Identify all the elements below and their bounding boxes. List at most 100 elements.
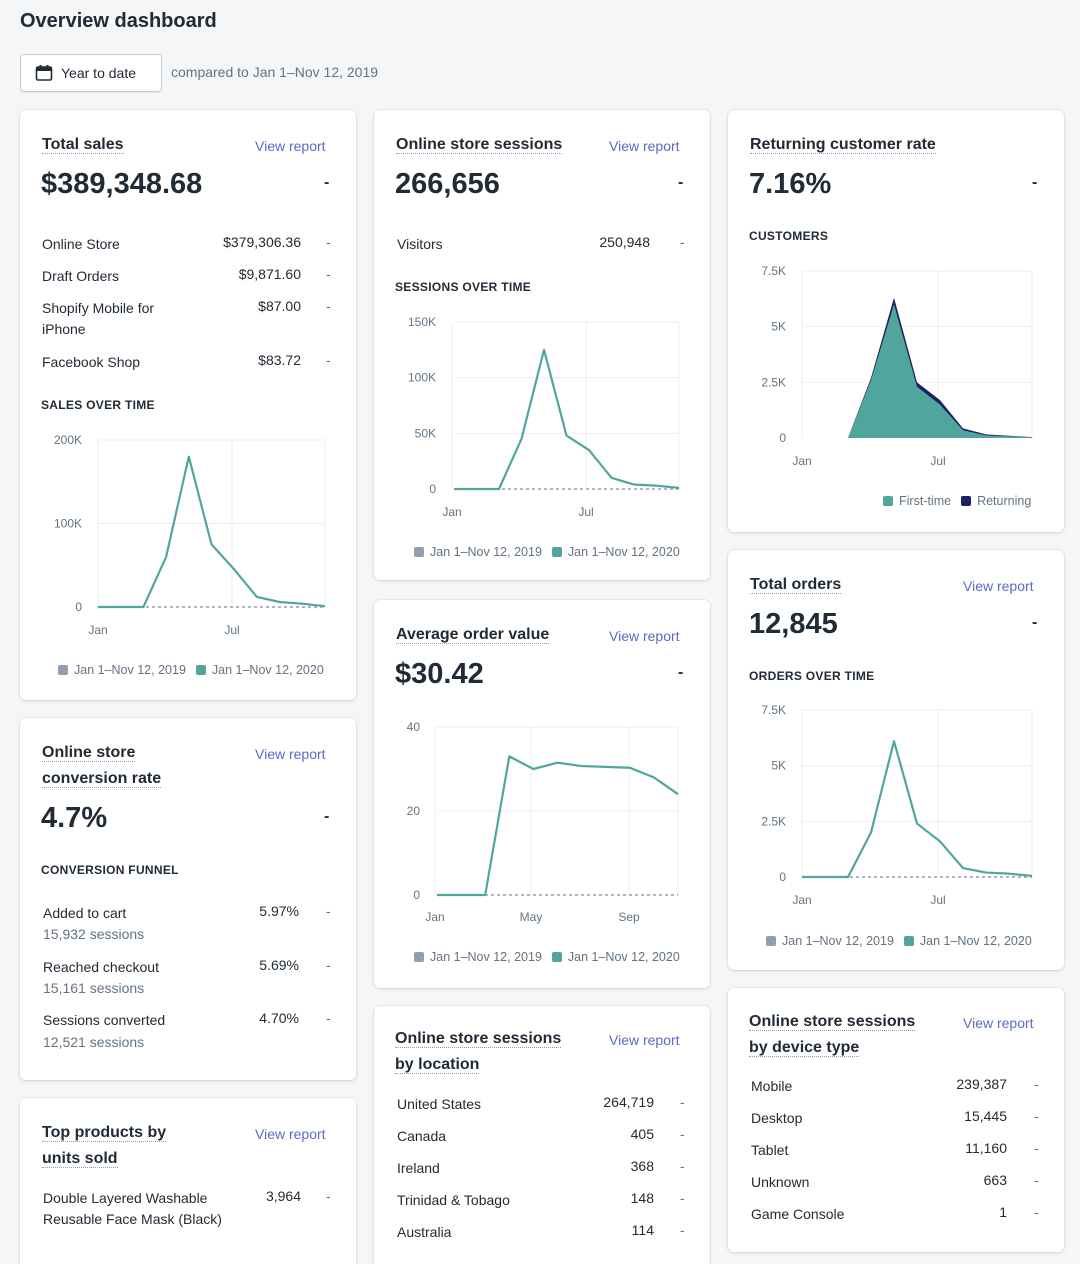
- view-report-link[interactable]: View report: [609, 1032, 680, 1048]
- funnel-title: CONVERSION FUNNEL: [41, 863, 179, 877]
- change-indicator: -: [326, 298, 331, 314]
- card-title: Total orders: [750, 576, 842, 594]
- change-indicator: -: [1034, 1140, 1039, 1156]
- channel-value: $83.72: [258, 352, 301, 368]
- legend-label: Jan 1–Nov 12, 2020: [211, 663, 324, 677]
- x-tick-label: Jan: [792, 454, 811, 468]
- change-indicator: -: [1032, 614, 1038, 631]
- funnel-step-value: 5.69%: [259, 957, 299, 973]
- location-label: Ireland: [397, 1160, 440, 1176]
- y-tick-label: 0: [413, 888, 420, 902]
- y-tick-label: 7.5K: [761, 264, 786, 278]
- compare-text: compared to Jan 1–Nov 12, 2019: [171, 64, 379, 80]
- change-indicator: -: [680, 1190, 685, 1206]
- y-tick-label: 0: [779, 870, 786, 884]
- card-title: Online store conversion rate: [42, 744, 162, 788]
- funnel-step-label: Reached checkout: [43, 959, 159, 975]
- card-title: Returning customer rate: [750, 136, 936, 154]
- view-report-link[interactable]: View report: [255, 1126, 326, 1142]
- total-sales-card: Total sales View report $389,348.68 - On…: [20, 110, 356, 700]
- legend-swatch-first-time: [883, 496, 893, 506]
- card-title: Average order value: [396, 626, 550, 644]
- change-indicator: -: [680, 1126, 685, 1142]
- date-range-button[interactable]: Year to date: [20, 54, 162, 92]
- returning-rate-value: 7.16%: [749, 168, 832, 200]
- funnel-step-sessions: 12,521 sessions: [43, 1034, 145, 1050]
- device-value: 15,445: [964, 1108, 1007, 1124]
- x-tick-label: May: [520, 910, 543, 924]
- chart-title: SALES OVER TIME: [41, 398, 155, 412]
- top-products-card: Top products by units sold View report Do…: [20, 1098, 356, 1264]
- change-indicator: -: [326, 1010, 331, 1026]
- legend-label: Jan 1–Nov 12, 2019: [430, 950, 542, 964]
- x-tick-label: Jan: [442, 505, 461, 519]
- funnel-step-sessions: 15,161 sessions: [43, 980, 145, 996]
- sessions-card: Online store sessions View report 266,65…: [374, 110, 710, 580]
- calendar-icon: [35, 65, 53, 81]
- date-range-label: Year to date: [61, 65, 136, 81]
- x-tick-label: Jan: [792, 893, 811, 907]
- y-tick-label: 40: [407, 720, 421, 734]
- change-indicator: -: [326, 352, 331, 368]
- y-tick-label: 20: [407, 804, 421, 818]
- channel-value: $379,306.36: [223, 234, 301, 250]
- view-report-link[interactable]: View report: [963, 1015, 1034, 1031]
- card-title: Top products by units sold: [42, 1124, 167, 1168]
- legend-swatch-previous: [414, 952, 424, 962]
- series-line-current: [98, 455, 326, 609]
- change-indicator: -: [326, 234, 331, 250]
- sessions-value: 266,656: [395, 168, 500, 200]
- card-title: Online store sessions by device type: [749, 1013, 916, 1057]
- chart-legend: First-time Returning: [883, 494, 1041, 508]
- legend-swatch-previous: [414, 547, 424, 557]
- change-indicator: -: [326, 266, 331, 282]
- change-indicator: -: [1034, 1172, 1039, 1188]
- page-title: Overview dashboard: [20, 10, 217, 32]
- chart-legend: Jan 1–Nov 12, 2019 Jan 1–Nov 12, 2020: [766, 934, 1042, 948]
- aov-chart: 40 20 0 Jan May Sep: [407, 720, 679, 924]
- legend-label: Jan 1–Nov 12, 2019: [782, 934, 894, 948]
- funnel-step-label: Added to cart: [43, 905, 127, 921]
- x-tick-label: Jan: [88, 623, 107, 637]
- location-label: Canada: [397, 1128, 447, 1144]
- channel-label: Draft Orders: [42, 268, 120, 284]
- change-indicator: -: [680, 1158, 685, 1174]
- change-indicator: -: [1032, 174, 1038, 191]
- change-indicator: -: [326, 903, 331, 919]
- change-indicator: -: [678, 664, 684, 681]
- chart-title: SESSIONS OVER TIME: [395, 280, 532, 294]
- y-tick-label: 5K: [771, 320, 786, 334]
- chart-legend: Jan 1–Nov 12, 2019 Jan 1–Nov 12, 2020: [414, 545, 690, 559]
- channel-label: Facebook Shop: [42, 354, 141, 370]
- x-tick-label: Sep: [618, 910, 640, 924]
- product-label[interactable]: Double Layered Washable Reusable Face Ma…: [43, 1190, 222, 1227]
- device-label: Mobile: [751, 1078, 793, 1094]
- location-label: United States: [397, 1096, 482, 1112]
- view-report-link[interactable]: View report: [609, 628, 680, 644]
- chart-legend: Jan 1–Nov 12, 2019 Jan 1–Nov 12, 2020: [414, 950, 690, 964]
- view-report-link[interactable]: View report: [609, 138, 680, 154]
- change-indicator: -: [680, 234, 685, 250]
- device-label: Unknown: [751, 1174, 810, 1190]
- conversion-rate-card: Online store conversion rate View report …: [20, 718, 356, 1080]
- device-value: 239,387: [956, 1076, 1007, 1092]
- channel-value: $87.00: [258, 298, 301, 314]
- card-title: Online store sessions by location: [395, 1030, 562, 1074]
- orders-chart: 7.5K 5K 2.5K 0 Jan Jul: [761, 703, 1033, 907]
- location-value: 264,719: [603, 1094, 654, 1110]
- y-tick-label: 50K: [415, 426, 436, 440]
- y-tick-label: 0: [75, 600, 82, 614]
- funnel-step-value: 5.97%: [259, 903, 299, 919]
- series-line-current: [437, 755, 679, 897]
- conversion-rate-value: 4.7%: [41, 802, 108, 834]
- view-report-link[interactable]: View report: [255, 746, 326, 762]
- legend-label: Jan 1–Nov 12, 2019: [74, 663, 186, 677]
- view-report-link[interactable]: View report: [963, 578, 1034, 594]
- card-title: Online store sessions: [396, 136, 563, 154]
- view-report-link[interactable]: View report: [255, 138, 326, 154]
- total-sales-value: $389,348.68: [41, 168, 203, 200]
- device-label: Game Console: [751, 1206, 845, 1222]
- chart-title: CUSTOMERS: [749, 229, 829, 243]
- device-value: 11,160: [965, 1140, 1007, 1156]
- x-tick-label: Jan: [425, 910, 444, 924]
